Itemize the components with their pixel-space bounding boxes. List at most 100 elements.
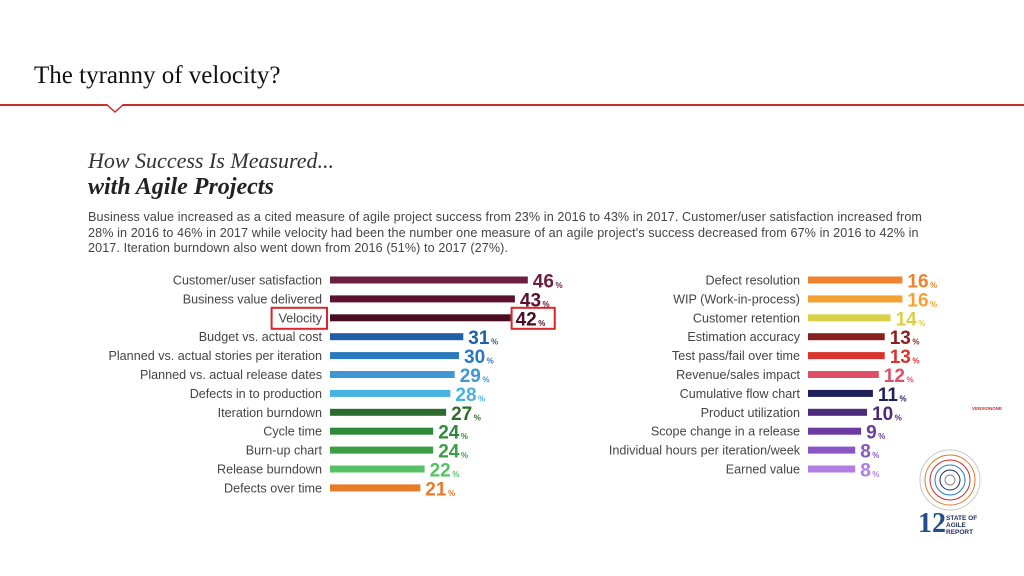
report-year: 12 — [918, 508, 946, 539]
percent-suffix: % — [461, 432, 468, 441]
bar — [330, 295, 515, 303]
highlight-box — [270, 306, 328, 330]
bar — [330, 427, 434, 435]
data-label: 43 — [520, 290, 541, 311]
category-label: Budget vs. actual cost — [199, 330, 323, 344]
percent-suffix: % — [930, 300, 937, 309]
percent-suffix: % — [912, 338, 919, 347]
data-label: 13 — [890, 328, 911, 349]
category-label: Iteration burndown — [218, 406, 322, 420]
bar — [330, 465, 425, 473]
data-label: 16 — [907, 272, 928, 293]
percent-suffix: % — [482, 376, 489, 385]
bar — [330, 389, 451, 397]
percent-suffix: % — [872, 470, 879, 479]
bar — [330, 371, 455, 378]
bar — [808, 352, 885, 360]
report-rings-icon — [919, 449, 981, 511]
title-rule — [0, 104, 1024, 106]
bar — [808, 427, 862, 435]
percent-suffix: % — [491, 338, 498, 347]
data-label: 22 — [430, 461, 451, 482]
data-label: 9 — [866, 423, 877, 444]
data-label: 10 — [872, 404, 893, 425]
percent-suffix: % — [543, 300, 550, 309]
data-label: 29 — [460, 366, 481, 387]
vendor-logo: VERSIONONE — [972, 406, 1003, 411]
data-label: 24 — [438, 423, 460, 444]
percent-suffix: % — [895, 413, 902, 422]
slide-title: The tyranny of velocity? — [34, 62, 281, 89]
category-label: Revenue/sales impact — [676, 368, 800, 382]
bar — [808, 333, 885, 341]
data-label: 8 — [860, 461, 871, 482]
category-label: Scope change in a release — [651, 425, 800, 439]
category-label: Estimation accuracy — [687, 330, 800, 344]
bar — [808, 276, 903, 284]
data-label: 27 — [451, 404, 472, 425]
category-label: Business value delivered — [183, 292, 322, 306]
category-label: Earned value — [726, 463, 800, 477]
category-label: Customer/user satisfaction — [173, 274, 322, 288]
category-label: Product utilization — [701, 406, 800, 420]
category-label: Cycle time — [263, 425, 322, 439]
data-label: 30 — [464, 347, 485, 368]
percent-suffix: % — [912, 357, 919, 366]
category-label: Release burndown — [217, 463, 322, 477]
highlight-box — [510, 306, 556, 330]
category-label: Customer retention — [693, 311, 800, 325]
data-label: 42 — [516, 309, 537, 330]
data-label: 31 — [468, 328, 490, 349]
data-label: 46 — [533, 272, 554, 293]
percent-suffix: % — [918, 319, 925, 328]
bar — [330, 408, 447, 416]
bar — [330, 352, 459, 360]
data-label: 13 — [890, 347, 911, 368]
category-label: Cumulative flow chart — [680, 387, 801, 401]
category-label: Burn-up chart — [246, 444, 323, 458]
bar — [330, 276, 528, 284]
data-label: 24 — [438, 442, 460, 463]
data-label: 8 — [860, 442, 871, 463]
bar — [808, 371, 879, 378]
bar — [808, 446, 856, 454]
percent-suffix: % — [487, 357, 494, 366]
percent-suffix: % — [452, 470, 459, 479]
percent-suffix: % — [461, 451, 468, 460]
category-label: Planned vs. actual release dates — [140, 368, 322, 382]
data-label: 14 — [896, 309, 918, 330]
bar — [808, 295, 903, 303]
chart-heading: How Success Is Measured... — [88, 148, 335, 173]
data-label: 16 — [907, 290, 928, 311]
category-label: Defects in to production — [190, 387, 322, 401]
percent-suffix: % — [930, 281, 937, 290]
percent-suffix: % — [906, 376, 913, 385]
category-label: Velocity — [279, 311, 323, 325]
report-name: STATE OF AGILE REPORT — [946, 515, 986, 536]
bar — [808, 465, 856, 473]
percent-suffix: % — [878, 432, 885, 441]
data-label: 12 — [884, 366, 905, 387]
percent-suffix: % — [448, 489, 455, 498]
bar — [808, 408, 867, 416]
report-line-1: STATE OF — [946, 515, 978, 522]
category-label: Defect resolution — [705, 274, 800, 288]
percent-suffix: % — [478, 394, 485, 403]
percent-suffix: % — [474, 413, 481, 422]
bar — [330, 446, 434, 454]
percent-suffix: % — [538, 319, 545, 328]
data-label: 21 — [425, 479, 447, 500]
bar — [330, 484, 421, 492]
percent-suffix: % — [872, 451, 879, 460]
title-notch — [106, 104, 124, 114]
bar — [808, 314, 891, 322]
report-line-3: REPORT — [946, 529, 974, 536]
bar — [330, 333, 464, 341]
category-label: Planned vs. actual stories per iteration — [108, 349, 322, 363]
report-line-2: AGILE — [946, 522, 966, 529]
percent-suffix: % — [555, 281, 562, 290]
category-label: Test pass/fail over time — [672, 349, 800, 363]
